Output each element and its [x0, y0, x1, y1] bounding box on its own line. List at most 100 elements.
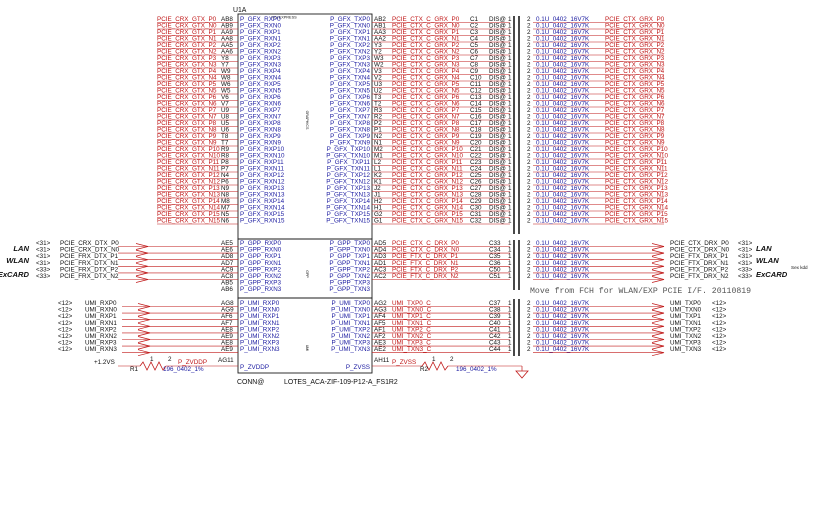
gfx-cap-value: 0.1U_0402_16V7K [536, 23, 590, 30]
chip-package-tag: PCI EXPRESS [271, 16, 297, 20]
gpp-right-group-label: LAN [756, 244, 772, 253]
gfx-cap-pin2: 2 [527, 192, 531, 199]
gpp-left-arrow [135, 269, 149, 277]
umi-right-net: UMI_TXP3 [670, 340, 701, 347]
gfx-left-net: PCIE_CRX_GTX_N6 [157, 101, 217, 108]
gfx-cap-ref: C28 [470, 192, 482, 199]
gfx-cap-pin2: 2 [527, 140, 531, 147]
gfx-left-pin-number: N5 [221, 211, 230, 218]
umi-left-pin-number: AF7 [221, 320, 233, 327]
gfx-right-net: PCIE_CTX_GRX_N4 [605, 75, 665, 82]
gfx-cap-pin1: 1 [508, 62, 512, 69]
gpp-right-ref: <31> [738, 247, 753, 254]
gfx-cap-value: 0.1U_0402_16V7K [536, 36, 590, 43]
gfx-cap-ref: C29 [470, 198, 482, 205]
gpp-left-arrow [135, 256, 149, 264]
gpp-left-group-label: ExCARD [0, 270, 30, 279]
gfx-cap-ref: C32 [470, 218, 482, 225]
gfx-cap-tag: DIS@ [489, 42, 506, 49]
gfx-cap-ref: C23 [470, 159, 482, 166]
gfx-left-pin-number: U9 [221, 107, 230, 114]
umi-right-arrow [651, 322, 665, 330]
gfx-cap-tag: DIS@ [489, 218, 506, 225]
gfx-left-net: PCIE_CRX_GTX_N1 [157, 36, 217, 43]
gfx-cap-value: 0.1U_0402_16V7K [536, 49, 590, 56]
gfx-cap-pin1: 1 [508, 68, 512, 75]
umi-cap-pin1: 1 [508, 307, 512, 314]
gpp-out-pin: P_GPP_TXP2 [330, 266, 371, 273]
gfx-mid-net: PCIE_CTX_C_GRX_N15 [392, 218, 464, 225]
gfx-left-pin-number: N6 [221, 218, 230, 225]
umi-left-arrow [137, 322, 151, 330]
gfx-left-net: PCIE_CRX_GTX_P6 [157, 94, 217, 101]
gfx-right-pin-number: H2 [374, 198, 383, 205]
umi-mid-net: UMI_TXN3_C [392, 346, 432, 353]
umi-cap-ref: C37 [489, 300, 501, 307]
gpp-left-group-label: WLAN [6, 256, 29, 265]
gfx-cap-ref: C21 [470, 146, 482, 153]
gfx-left-net: PCIE_CRX_GTX_P5 [157, 81, 217, 88]
gpp-right-ref: <31> [738, 253, 753, 260]
gfx-mid-net: PCIE_CTX_C_GRX_N2 [392, 49, 460, 56]
gpp-right-ref: <31> [738, 240, 753, 247]
gpp-cap-ref: C35 [489, 253, 501, 260]
gpp-right-net: PCIE_FTX_DRX_N1 [670, 260, 729, 267]
gfx-in-pin: P_GFX_RXN14 [240, 205, 285, 212]
gfx-cap-pin2: 2 [527, 23, 531, 30]
gpp-right-ref: <31> [738, 260, 753, 267]
gfx-cap-pin2: 2 [527, 185, 531, 192]
gfx-cap-value: 0.1U_0402_16V7K [536, 114, 590, 121]
umi-right-net: UMI_TXN1 [670, 320, 702, 327]
gfx-cap-value: 0.1U_0402_16V7K [536, 107, 590, 114]
gfx-cap-value: 0.1U_0402_16V7K [536, 68, 590, 75]
gpp-in-pin: P_GPP_RXP2 [240, 266, 281, 273]
gfx-cap-pin2: 2 [527, 218, 531, 225]
umi-right-ref: <12> [712, 320, 727, 327]
gfx-cap-value: 0.1U_0402_16V7K [536, 81, 590, 88]
gfx-cap-pin2: 2 [527, 94, 531, 101]
gpp-cap-pin2: 2 [527, 273, 531, 280]
umi-right-pin-number: AG3 [374, 307, 387, 314]
r2-ref: R2 [420, 366, 429, 373]
gfx-cap-pin2: 2 [527, 81, 531, 88]
gpp-mid-net: PCIE_CTX_C_DRX_N0 [392, 247, 460, 254]
gpp-out-pin: P_GPP_TXN3 [329, 286, 370, 293]
gfx-in-pin: P_GFX_RXP10 [240, 146, 285, 153]
gfx-cap-pin2: 2 [527, 16, 531, 23]
gfx-out-pin: P_GFX_TXN3 [330, 62, 371, 69]
gpp-left-net: PCIE_FRX_DTX_N2 [60, 273, 119, 280]
gfx-left-pin-number: N4 [221, 172, 230, 179]
gfx-cap-pin2: 2 [527, 211, 531, 218]
gfx-right-net: PCIE_CTX_GRX_P4 [605, 68, 665, 75]
gfx-left-net: PCIE_CRX_GTX_P0 [157, 16, 217, 23]
gfx-in-pin: P_GFX_RXN4 [240, 75, 281, 82]
gpp-cap-value: 0.1U_0402_16V7K [536, 253, 590, 260]
gfx-cap-ref: C30 [470, 205, 482, 212]
gfx-left-pin-number: W9 [221, 68, 231, 75]
gfx-right-net: PCIE_CTX_GRX_P5 [605, 81, 665, 88]
gfx-right-pin-number: U3 [374, 81, 383, 88]
gfx-left-pin-number: V7 [221, 101, 229, 108]
gpp-right-group-label: WLAN [756, 256, 779, 265]
gfx-cap-value: 0.1U_0402_16V7K [536, 62, 590, 69]
umi-in-pin: P_UMI_RXP1 [240, 313, 280, 320]
gfx-left-net: PCIE_CRX_GTX_N9 [157, 140, 217, 147]
gpp-right-net: PCIE_CTX_DRX_P0 [670, 240, 729, 247]
gpp-left-pin-number: AD7 [221, 260, 234, 267]
gfx-cap-value: 0.1U_0402_16V7K [536, 55, 590, 62]
gfx-cap-tag: DIS@ [489, 185, 506, 192]
gpp-mid-net: PCIE_CTX_C_DRX_P0 [392, 240, 459, 247]
zvss-pin: P_ZVSS [346, 364, 370, 371]
gfx-right-net: PCIE_CTX_GRX_P8 [605, 120, 665, 127]
gpp-right-net: PCIE_FTX_DRX_P2 [670, 266, 729, 273]
gfx-left-net: PCIE_CRX_GTX_N11 [157, 166, 220, 173]
gfx-cap-value: 0.1U_0402_16V7K [536, 146, 590, 153]
gfx-right-net: PCIE_CTX_GRX_N11 [605, 166, 668, 173]
chip-part-number: LOTES_ACA-ZIF-109-P12-A_FS1R2 [284, 379, 398, 386]
gpp-left-pin-number: AB6 [221, 286, 233, 293]
gfx-mid-net: PCIE_CTX_C_GRX_N0 [392, 23, 460, 30]
gpp-mid-net: PCIE_FTX_C_DRX_N1 [392, 260, 459, 267]
label-layer: U1A PCI EXPRESS CONN@ LOTES_ACA-ZIF-109-… [0, 7, 808, 386]
umi-out-pin: P_UMI_TXN2 [331, 333, 370, 340]
umi-cap-value: 0.1U_0402_16V7K [536, 313, 590, 320]
